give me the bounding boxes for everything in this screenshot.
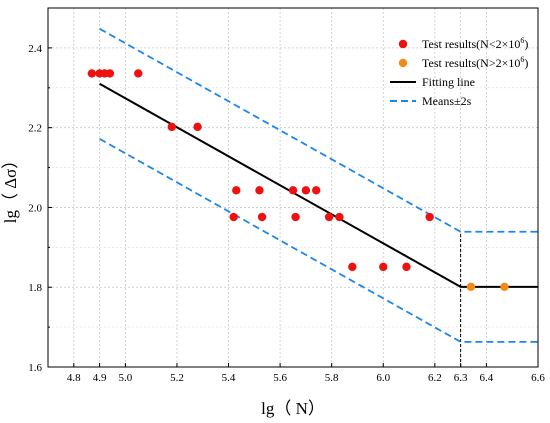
- x-tick-label: 5.0: [118, 372, 132, 384]
- data-point-series-0: [167, 122, 176, 132]
- grid-lines: [48, 8, 539, 368]
- data-point-series-0: [232, 186, 241, 195]
- x-tick-label: 5.6: [273, 372, 287, 384]
- x-tick-label: 4.8: [67, 372, 81, 384]
- series-line-4: [99, 138, 538, 343]
- x-tick-label: 6.4: [480, 372, 494, 384]
- data-point-series-0: [288, 186, 298, 195]
- y-tick-label: 2.4: [28, 43, 42, 55]
- data-point-series-0: [229, 212, 238, 222]
- legend-label-0: Test results(N<2×106): [422, 36, 528, 51]
- legend-swatch-1: [398, 58, 408, 68]
- series-lines: [99, 27, 538, 343]
- y-axis-title: lg（ Δσ）: [1, 152, 20, 224]
- data-point-series-0: [134, 69, 143, 78]
- legend-label-2: Fitting line: [422, 75, 475, 89]
- data-point-series-0: [105, 69, 115, 78]
- axis-ticks: 4.8 4.9 5.0 5.2 5.4 5.6 5.8 6.0 6.2 6.3 6.4 6.6 1.6 1…: [28, 43, 545, 384]
- series-line-3: [99, 27, 538, 233]
- data-point-series-0: [335, 212, 344, 222]
- x-tick-label: 5.4: [222, 372, 236, 384]
- data-point-series-0: [255, 186, 264, 195]
- legend-label-1: Test results(N>2×106): [422, 55, 528, 70]
- data-point-series-1: [500, 282, 509, 292]
- data-point-series-0: [379, 262, 388, 272]
- series-line-2: [99, 82, 538, 288]
- x-tick-label: 6.0: [376, 372, 390, 384]
- data-point-series-0: [193, 122, 202, 132]
- plot-frame: [47, 7, 539, 368]
- data-points: [87, 69, 509, 292]
- data-point-series-0: [425, 212, 434, 222]
- data-point-series-0: [312, 186, 321, 195]
- data-point-series-0: [348, 262, 357, 272]
- data-point-series-0: [402, 262, 411, 272]
- data-point-series-0: [301, 186, 311, 195]
- data-point-series-0: [257, 212, 267, 222]
- y-tick-label: 1.6: [28, 362, 42, 374]
- x-tick-label: 5.2: [170, 372, 184, 384]
- y-tick-label: 2.2: [28, 123, 42, 135]
- x-axis-title: lg（ N）: [261, 399, 325, 418]
- legend-label-3: Means±2s: [422, 94, 472, 108]
- data-point-series-1: [466, 282, 476, 292]
- y-tick-label: 1.8: [28, 282, 42, 294]
- legend: Test results(N<2×106) Test results(N>2×10…: [390, 36, 528, 108]
- legend-swatch-0: [398, 39, 408, 49]
- data-point-series-0: [87, 69, 97, 78]
- y-tick-label: 2.0: [28, 202, 42, 214]
- data-point-series-0: [291, 212, 300, 222]
- data-point-series-0: [324, 212, 334, 222]
- x-tick-label: 4.9: [93, 372, 107, 384]
- x-tick-label: 6.3: [454, 372, 468, 384]
- x-tick-label: 5.8: [325, 372, 339, 384]
- x-tick-label: 6.6: [531, 372, 545, 384]
- x-tick-label: 6.2: [428, 372, 442, 384]
